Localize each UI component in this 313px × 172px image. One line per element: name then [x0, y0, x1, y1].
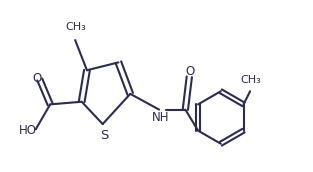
Text: O: O	[186, 64, 195, 78]
Text: CH₃: CH₃	[240, 75, 261, 85]
Text: S: S	[100, 129, 108, 142]
Text: NH: NH	[152, 111, 169, 124]
Text: O: O	[33, 72, 42, 85]
Text: HO: HO	[19, 124, 37, 137]
Text: CH₃: CH₃	[65, 22, 86, 32]
